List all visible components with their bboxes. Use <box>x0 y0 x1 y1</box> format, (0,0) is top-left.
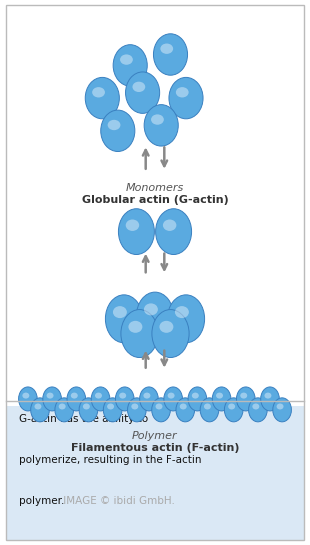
Text: polymerize, resulting in the F-actin: polymerize, resulting in the F-actin <box>19 455 201 465</box>
Ellipse shape <box>192 392 199 398</box>
Ellipse shape <box>95 392 102 398</box>
Ellipse shape <box>31 398 49 422</box>
Ellipse shape <box>85 77 119 119</box>
Ellipse shape <box>252 403 259 409</box>
Text: Monomers: Monomers <box>126 183 184 192</box>
Ellipse shape <box>167 295 205 343</box>
Ellipse shape <box>224 398 243 422</box>
Ellipse shape <box>83 403 90 409</box>
Ellipse shape <box>151 114 164 125</box>
Ellipse shape <box>121 310 158 358</box>
Ellipse shape <box>115 387 134 411</box>
Ellipse shape <box>156 403 162 409</box>
Ellipse shape <box>120 54 133 65</box>
Ellipse shape <box>152 398 171 422</box>
Ellipse shape <box>228 403 235 409</box>
Ellipse shape <box>107 403 114 409</box>
Ellipse shape <box>144 105 178 146</box>
Ellipse shape <box>46 392 54 398</box>
Ellipse shape <box>34 403 42 409</box>
Text: IMAGE © ibidi GmbH.: IMAGE © ibidi GmbH. <box>60 496 175 506</box>
Ellipse shape <box>237 387 255 411</box>
Ellipse shape <box>92 87 105 98</box>
Ellipse shape <box>188 387 207 411</box>
Ellipse shape <box>204 403 211 409</box>
Ellipse shape <box>113 306 127 318</box>
Text: G-actin has the ability to: G-actin has the ability to <box>19 414 148 424</box>
Ellipse shape <box>22 392 29 398</box>
Ellipse shape <box>200 398 219 422</box>
Ellipse shape <box>153 34 188 75</box>
Ellipse shape <box>131 403 138 409</box>
Ellipse shape <box>113 45 147 86</box>
Ellipse shape <box>164 387 183 411</box>
Ellipse shape <box>55 398 73 422</box>
Text: Globular actin (G-actin): Globular actin (G-actin) <box>82 195 228 204</box>
Ellipse shape <box>264 392 272 398</box>
Ellipse shape <box>216 392 223 398</box>
Text: polymer.: polymer. <box>19 496 64 506</box>
Ellipse shape <box>144 392 150 398</box>
Ellipse shape <box>176 87 189 98</box>
Ellipse shape <box>19 387 37 411</box>
Ellipse shape <box>163 220 176 231</box>
Ellipse shape <box>261 387 279 411</box>
Ellipse shape <box>136 292 174 340</box>
Ellipse shape <box>132 82 145 92</box>
Ellipse shape <box>126 72 160 113</box>
Ellipse shape <box>71 392 78 398</box>
Ellipse shape <box>103 398 122 422</box>
Text: Polymer: Polymer <box>132 431 178 440</box>
Ellipse shape <box>67 387 86 411</box>
Ellipse shape <box>249 398 267 422</box>
Ellipse shape <box>169 77 203 119</box>
Ellipse shape <box>119 392 126 398</box>
Ellipse shape <box>152 310 189 358</box>
Ellipse shape <box>240 392 247 398</box>
Ellipse shape <box>273 398 291 422</box>
Ellipse shape <box>79 398 98 422</box>
Ellipse shape <box>212 387 231 411</box>
Ellipse shape <box>43 387 61 411</box>
Ellipse shape <box>277 403 284 409</box>
Ellipse shape <box>126 220 139 231</box>
Ellipse shape <box>101 110 135 152</box>
Ellipse shape <box>159 321 173 333</box>
Ellipse shape <box>118 209 154 255</box>
Ellipse shape <box>175 306 189 318</box>
Ellipse shape <box>168 392 175 398</box>
Ellipse shape <box>59 403 66 409</box>
Ellipse shape <box>127 398 146 422</box>
Ellipse shape <box>91 387 110 411</box>
Ellipse shape <box>176 398 195 422</box>
Ellipse shape <box>108 120 121 130</box>
Ellipse shape <box>140 387 158 411</box>
FancyBboxPatch shape <box>6 406 304 540</box>
Ellipse shape <box>160 44 173 54</box>
Ellipse shape <box>156 209 192 255</box>
Ellipse shape <box>144 304 158 316</box>
Text: Filamentous actin (F-actin): Filamentous actin (F-actin) <box>71 443 239 452</box>
Ellipse shape <box>105 295 143 343</box>
Ellipse shape <box>180 403 187 409</box>
Ellipse shape <box>128 321 142 333</box>
